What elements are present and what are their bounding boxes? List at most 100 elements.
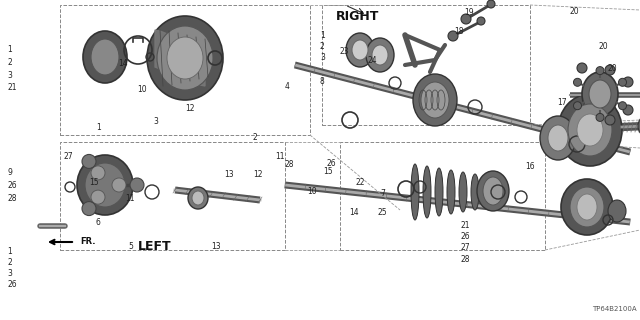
Text: 22: 22 [355, 178, 365, 187]
Text: 1: 1 [8, 247, 12, 256]
Text: 16: 16 [525, 162, 534, 171]
Ellipse shape [487, 0, 495, 8]
Text: 6: 6 [96, 218, 101, 227]
Ellipse shape [435, 168, 443, 216]
Text: 21: 21 [8, 84, 17, 92]
Ellipse shape [638, 116, 640, 136]
Text: 27: 27 [64, 152, 74, 161]
Text: 2: 2 [253, 133, 257, 142]
Text: 21: 21 [461, 221, 470, 230]
Text: 26: 26 [461, 232, 470, 241]
Ellipse shape [577, 194, 597, 220]
Text: 20: 20 [608, 64, 618, 73]
Text: 27: 27 [461, 244, 470, 252]
Text: 14: 14 [349, 208, 358, 217]
Ellipse shape [130, 178, 144, 192]
Text: 11: 11 [275, 152, 285, 161]
Text: 2: 2 [8, 58, 12, 67]
Ellipse shape [372, 45, 388, 65]
Text: 18: 18 [454, 28, 464, 36]
Ellipse shape [448, 31, 458, 41]
Bar [340, 142, 545, 250]
Ellipse shape [558, 94, 622, 166]
Ellipse shape [83, 31, 127, 83]
Ellipse shape [618, 78, 627, 86]
Ellipse shape [596, 67, 604, 75]
Text: 2: 2 [320, 42, 324, 51]
Text: 28: 28 [285, 160, 294, 169]
Text: 26: 26 [8, 280, 17, 289]
Ellipse shape [483, 177, 503, 205]
Bar [60, 5, 310, 135]
Ellipse shape [477, 171, 509, 211]
Ellipse shape [608, 200, 626, 222]
Text: 17: 17 [557, 98, 566, 107]
Text: 1: 1 [8, 45, 12, 54]
Text: 3: 3 [154, 117, 159, 126]
Ellipse shape [461, 14, 471, 24]
Text: 1: 1 [96, 124, 100, 132]
Ellipse shape [91, 166, 105, 180]
Ellipse shape [167, 37, 203, 79]
Text: 9: 9 [8, 168, 13, 177]
Ellipse shape [605, 115, 615, 125]
Ellipse shape [540, 116, 576, 160]
Ellipse shape [570, 187, 604, 227]
Ellipse shape [91, 39, 119, 75]
Text: 7: 7 [381, 189, 386, 198]
Ellipse shape [605, 65, 615, 75]
Ellipse shape [147, 16, 223, 100]
Ellipse shape [471, 174, 479, 210]
Bar [322, 5, 530, 125]
Ellipse shape [582, 72, 618, 116]
Ellipse shape [421, 82, 449, 118]
Text: 2: 2 [8, 258, 12, 267]
Text: 20: 20 [598, 42, 608, 51]
Ellipse shape [85, 163, 125, 207]
Text: 28: 28 [8, 194, 17, 203]
Ellipse shape [82, 202, 96, 216]
Ellipse shape [157, 26, 213, 90]
Ellipse shape [596, 113, 604, 121]
Ellipse shape [112, 178, 126, 192]
Text: 4: 4 [285, 82, 290, 91]
Ellipse shape [577, 63, 587, 73]
Text: 10: 10 [138, 85, 147, 94]
Text: FR.: FR. [80, 237, 95, 246]
Text: 3: 3 [320, 53, 325, 62]
Ellipse shape [352, 40, 368, 60]
Ellipse shape [568, 104, 612, 156]
Ellipse shape [346, 33, 374, 67]
Ellipse shape [618, 102, 627, 110]
Text: 26: 26 [326, 159, 336, 168]
Text: 13: 13 [211, 242, 221, 251]
Ellipse shape [623, 77, 633, 87]
Text: 23: 23 [339, 47, 349, 56]
Ellipse shape [447, 170, 455, 214]
Polygon shape [155, 30, 205, 86]
Text: TP64B2100A: TP64B2100A [593, 306, 637, 312]
Text: 3: 3 [8, 71, 13, 80]
Ellipse shape [423, 166, 431, 218]
Text: 12: 12 [186, 104, 195, 113]
Text: LEFT: LEFT [138, 241, 172, 253]
Text: 26: 26 [8, 181, 17, 190]
Ellipse shape [623, 105, 633, 115]
Ellipse shape [573, 102, 582, 110]
Ellipse shape [477, 17, 485, 25]
Text: 24: 24 [368, 56, 378, 65]
Ellipse shape [188, 187, 208, 209]
Text: 25: 25 [378, 208, 387, 217]
Text: 15: 15 [323, 167, 333, 176]
Text: RIGHT: RIGHT [336, 10, 380, 22]
Text: 13: 13 [224, 170, 234, 179]
Text: 12: 12 [253, 170, 262, 179]
Ellipse shape [411, 164, 419, 220]
Ellipse shape [548, 125, 568, 151]
Ellipse shape [366, 38, 394, 72]
Text: 8: 8 [320, 77, 324, 86]
Text: 5: 5 [128, 242, 133, 251]
Ellipse shape [77, 155, 133, 215]
Text: 15: 15 [90, 178, 99, 187]
Text: 19: 19 [464, 8, 474, 17]
